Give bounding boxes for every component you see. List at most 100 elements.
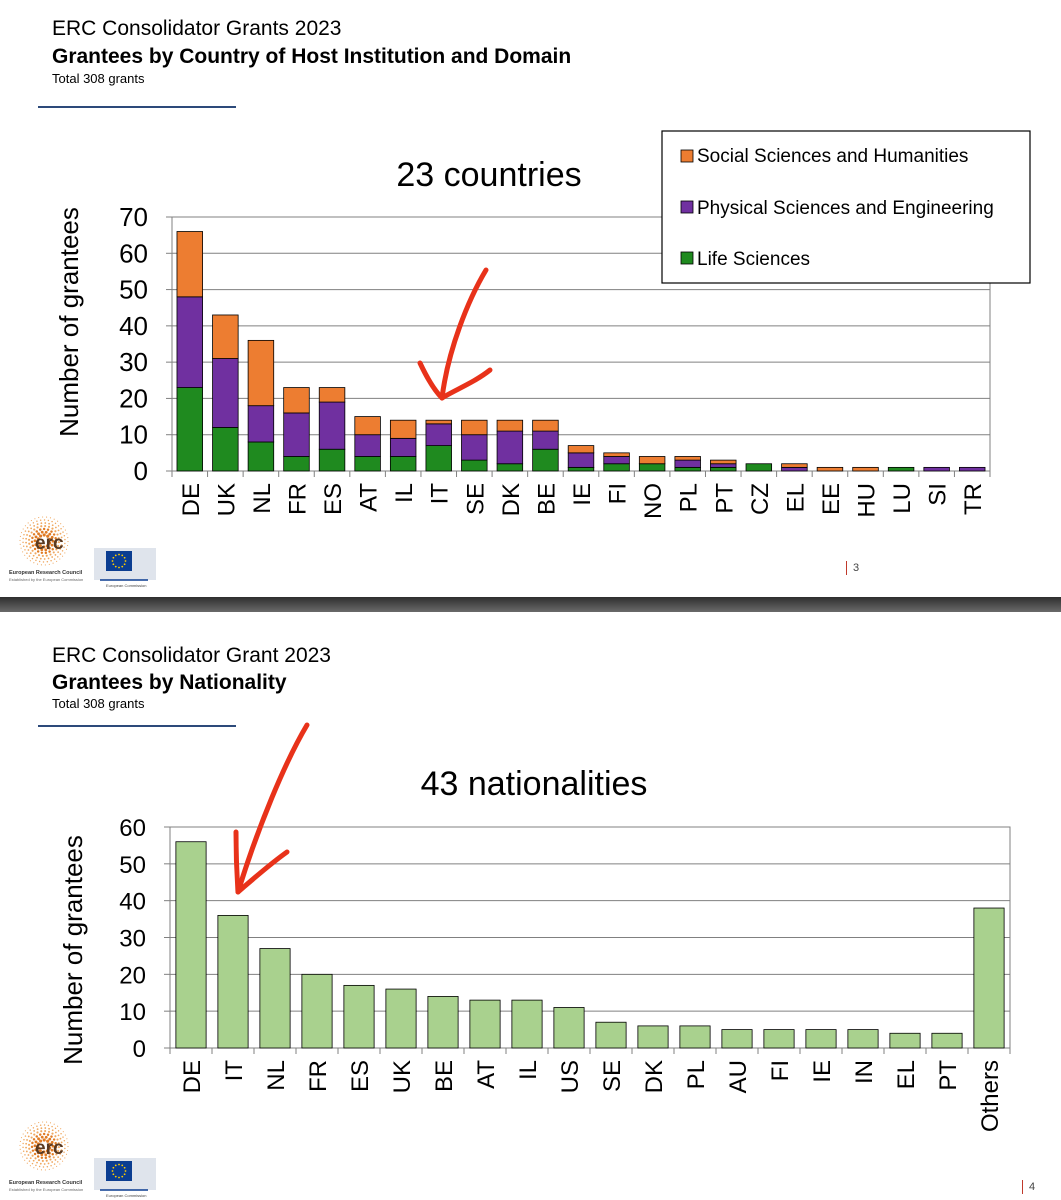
y-tick-label: 20	[119, 962, 146, 989]
logo-dot	[50, 1148, 54, 1152]
logo-dot	[57, 529, 60, 532]
logo-dot	[57, 1134, 60, 1137]
logo-dot	[36, 546, 40, 550]
chart-legend: Social Sciences and Humanities Physical …	[661, 130, 1031, 284]
logo-dot	[26, 552, 28, 554]
x-tick-label: IT	[427, 483, 454, 505]
logo-dot	[57, 544, 60, 548]
logo-dot	[52, 1138, 56, 1141]
y-tick-label: 30	[119, 926, 146, 953]
logo-dot	[40, 522, 43, 525]
logo-dot	[61, 540, 63, 543]
logo-dot	[40, 1156, 44, 1160]
logo-dot	[34, 518, 36, 520]
x-tick-label: PT	[935, 1060, 962, 1091]
bar-segment-social	[461, 419, 488, 436]
logo-dot	[29, 552, 32, 555]
logo-dot	[19, 535, 22, 538]
bar	[805, 1029, 837, 1049]
logo-dot	[66, 533, 68, 535]
logo-dot	[47, 1130, 51, 1133]
logo-dot	[27, 1127, 29, 1129]
logo-dot	[57, 537, 60, 540]
logo-dot	[44, 551, 48, 555]
bar-segment-physical	[461, 434, 488, 461]
bar-segment-life	[389, 456, 417, 472]
logo-dot	[24, 549, 26, 551]
logo-dot	[56, 533, 59, 536]
logo-dot	[42, 527, 46, 531]
logo-dot	[27, 1135, 30, 1138]
logo-dot	[42, 1138, 46, 1142]
logo-dot	[33, 1152, 37, 1156]
logo-dot	[47, 1162, 50, 1165]
logo-dot	[27, 522, 29, 524]
x-tick-label: DE	[178, 483, 205, 516]
x-tick-label: PL	[676, 483, 703, 512]
eu-star	[124, 560, 127, 562]
eu-star	[118, 1176, 120, 1179]
logo-dot	[45, 1159, 48, 1162]
logo-dot	[33, 525, 36, 527]
x-tick-label: TR	[960, 483, 987, 515]
erc-logo: erc European Research Council Establishe…	[8, 1120, 158, 1200]
org-name: European Research Council	[9, 1180, 83, 1186]
x-tick-label: IL	[391, 483, 418, 503]
bar	[175, 841, 207, 1049]
logo-dot	[57, 556, 59, 558]
y-tick-label: 10	[119, 420, 148, 450]
logo-dot	[28, 1160, 31, 1162]
bar-segment-social	[710, 459, 737, 465]
logo-dot	[42, 561, 45, 563]
logo-dot	[24, 554, 26, 556]
y-tick-label: 40	[119, 311, 148, 341]
bar	[469, 999, 501, 1049]
bar-segment-social	[638, 456, 666, 465]
logo-dot	[54, 1127, 57, 1130]
logo-dot	[38, 1165, 41, 1168]
logo-dot	[29, 546, 32, 549]
org-tagline: Established by the European Commission	[9, 1187, 83, 1192]
logo-dot	[47, 519, 50, 522]
bar-segment-physical	[567, 452, 595, 468]
logo-dot	[51, 547, 54, 551]
logo-dot	[46, 1133, 50, 1136]
logo-dot	[54, 1131, 57, 1134]
bar	[679, 1025, 711, 1049]
logo-dot	[56, 1138, 59, 1141]
bar-segment-life	[247, 441, 275, 472]
logo-dot	[36, 1161, 38, 1164]
bar	[889, 1032, 921, 1049]
eu-star	[121, 1175, 124, 1178]
logo-dot	[35, 559, 37, 562]
logo-dot	[51, 539, 55, 543]
logo-dot	[46, 534, 50, 538]
logo-dot	[20, 532, 23, 534]
logo-dot	[39, 1162, 42, 1165]
x-tick-label: FI	[767, 1060, 794, 1081]
eu-star	[112, 556, 115, 559]
x-tick-label: NL	[263, 1060, 290, 1091]
logo-dot	[59, 532, 62, 535]
logo-dot	[33, 1130, 36, 1132]
logo-dot	[40, 548, 44, 552]
logo-dot	[19, 543, 21, 545]
logo-dot	[41, 554, 44, 558]
bar	[973, 907, 1005, 1049]
logo-dot	[37, 1137, 40, 1141]
eu-star	[114, 554, 117, 557]
logo-dot	[31, 544, 35, 547]
logo-dot	[65, 548, 68, 550]
legend-swatch-physical	[680, 200, 694, 214]
bar	[427, 996, 459, 1049]
bar-segment-social	[674, 456, 701, 461]
y-tick-label: 20	[119, 383, 148, 413]
logo-dot	[24, 1130, 27, 1132]
logo-dot	[57, 541, 61, 544]
logo-dot	[30, 1145, 34, 1149]
logo-dot	[29, 560, 31, 562]
logo-dot	[57, 551, 60, 554]
logo-dot	[34, 1148, 38, 1152]
x-tick-label: EL	[782, 483, 809, 512]
logo-dot	[40, 530, 44, 534]
